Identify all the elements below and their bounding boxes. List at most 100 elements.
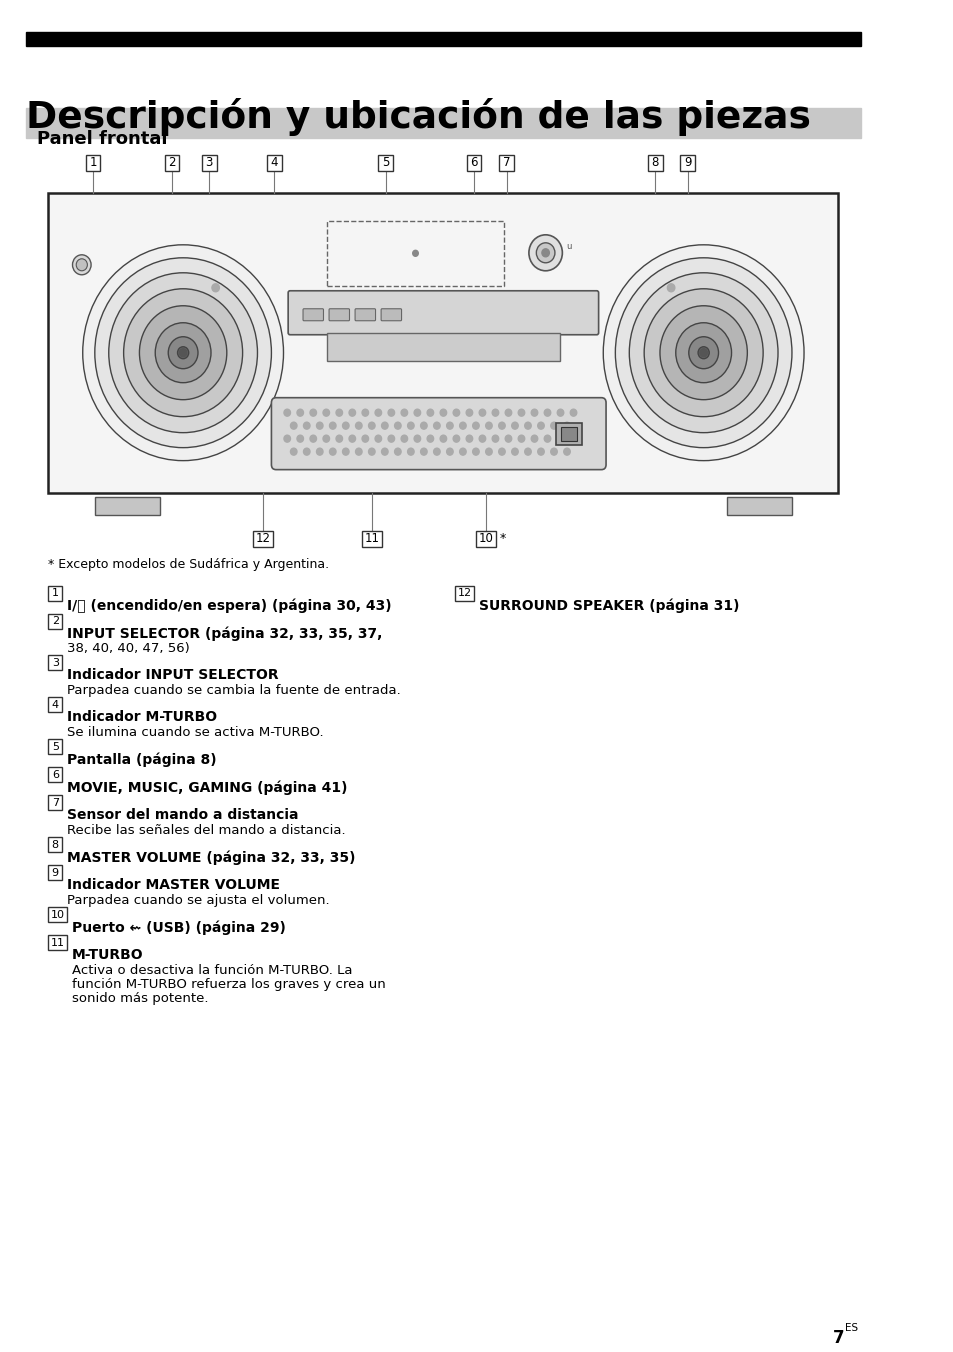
Text: Indicador M-TURBO: Indicador M-TURBO [67,710,217,725]
Text: 5: 5 [51,742,59,752]
Bar [560,427,577,441]
Text: función M-TURBO refuerza los graves y crea un: función M-TURBO refuerza los graves y cr… [71,979,385,991]
Bar [49,768,62,783]
Text: u: u [565,242,571,251]
Text: 1: 1 [90,157,96,169]
Bar [49,795,62,810]
Circle shape [675,323,731,383]
Circle shape [303,448,310,456]
Bar [327,220,503,285]
Bar [26,32,860,46]
Circle shape [381,422,388,429]
Circle shape [83,245,283,461]
Circle shape [290,448,296,456]
Circle shape [541,249,549,257]
Circle shape [368,448,375,456]
Circle shape [485,448,492,456]
Circle shape [550,422,557,429]
Circle shape [362,435,368,442]
Bar [94,496,160,515]
Text: 7: 7 [51,798,59,808]
Circle shape [557,435,563,442]
Bar [49,837,62,852]
Bar [49,907,67,922]
Text: Panel frontal: Panel frontal [37,130,168,147]
Circle shape [629,273,778,433]
Bar [26,108,860,138]
Circle shape [177,346,189,358]
FancyBboxPatch shape [329,308,349,320]
Bar [267,155,281,170]
Circle shape [659,306,746,400]
Circle shape [531,410,537,416]
Circle shape [395,448,400,456]
Bar [49,740,62,754]
Circle shape [407,422,414,429]
Circle shape [407,448,414,456]
Text: 8: 8 [651,157,659,169]
Circle shape [498,422,505,429]
Circle shape [155,323,211,383]
Text: Sensor del mando a distancia: Sensor del mando a distancia [67,808,298,822]
Circle shape [511,422,517,429]
Circle shape [602,245,803,461]
Text: Parpadea cuando se ajusta el volumen.: Parpadea cuando se ajusta el volumen. [67,894,329,907]
Text: 8: 8 [51,840,59,850]
Circle shape [400,435,407,442]
Text: 7: 7 [832,1329,843,1347]
Circle shape [342,422,349,429]
Circle shape [427,435,434,442]
Text: 7: 7 [502,157,510,169]
Circle shape [427,410,434,416]
Text: Indicador MASTER VOLUME: Indicador MASTER VOLUME [67,879,279,892]
Circle shape [472,422,478,429]
Text: 4: 4 [271,157,277,169]
Circle shape [168,337,198,369]
Text: 10: 10 [478,533,493,545]
Bar [476,530,496,546]
Circle shape [478,435,485,442]
Circle shape [284,435,290,442]
Text: Activa o desactiva la función M-TURBO. La: Activa o desactiva la función M-TURBO. L… [71,964,352,977]
Circle shape [524,448,531,456]
Bar [466,155,481,170]
FancyBboxPatch shape [272,397,605,469]
Circle shape [505,410,511,416]
Circle shape [700,349,706,357]
Bar [455,585,474,600]
Text: Puerto ⇜ (USB) (página 29): Puerto ⇜ (USB) (página 29) [71,921,285,934]
Bar [726,496,791,515]
Circle shape [94,258,272,448]
FancyBboxPatch shape [355,308,375,320]
Circle shape [395,422,400,429]
Circle shape [124,289,242,416]
Text: *: * [498,533,505,545]
Circle shape [139,306,227,400]
Text: 9: 9 [683,157,691,169]
Bar [647,155,662,170]
Text: ES: ES [844,1324,857,1333]
Circle shape [517,435,524,442]
Circle shape [355,448,362,456]
Circle shape [329,422,335,429]
Circle shape [420,422,427,429]
Circle shape [505,435,511,442]
Circle shape [528,235,561,270]
Circle shape [355,422,362,429]
Circle shape [310,410,316,416]
Text: 38, 40, 40, 47, 56): 38, 40, 40, 47, 56) [67,642,190,656]
Text: 11: 11 [51,938,65,948]
Circle shape [335,435,342,442]
Circle shape [439,410,446,416]
Circle shape [478,410,485,416]
Circle shape [414,410,420,416]
Text: Pantalla (página 8): Pantalla (página 8) [67,753,216,767]
Bar [86,155,100,170]
Circle shape [536,243,555,262]
Text: 3: 3 [51,658,59,668]
Circle shape [643,289,762,416]
Circle shape [388,410,395,416]
Text: sonido más potente.: sonido más potente. [71,992,208,1006]
Circle shape [323,410,329,416]
Circle shape [453,435,459,442]
